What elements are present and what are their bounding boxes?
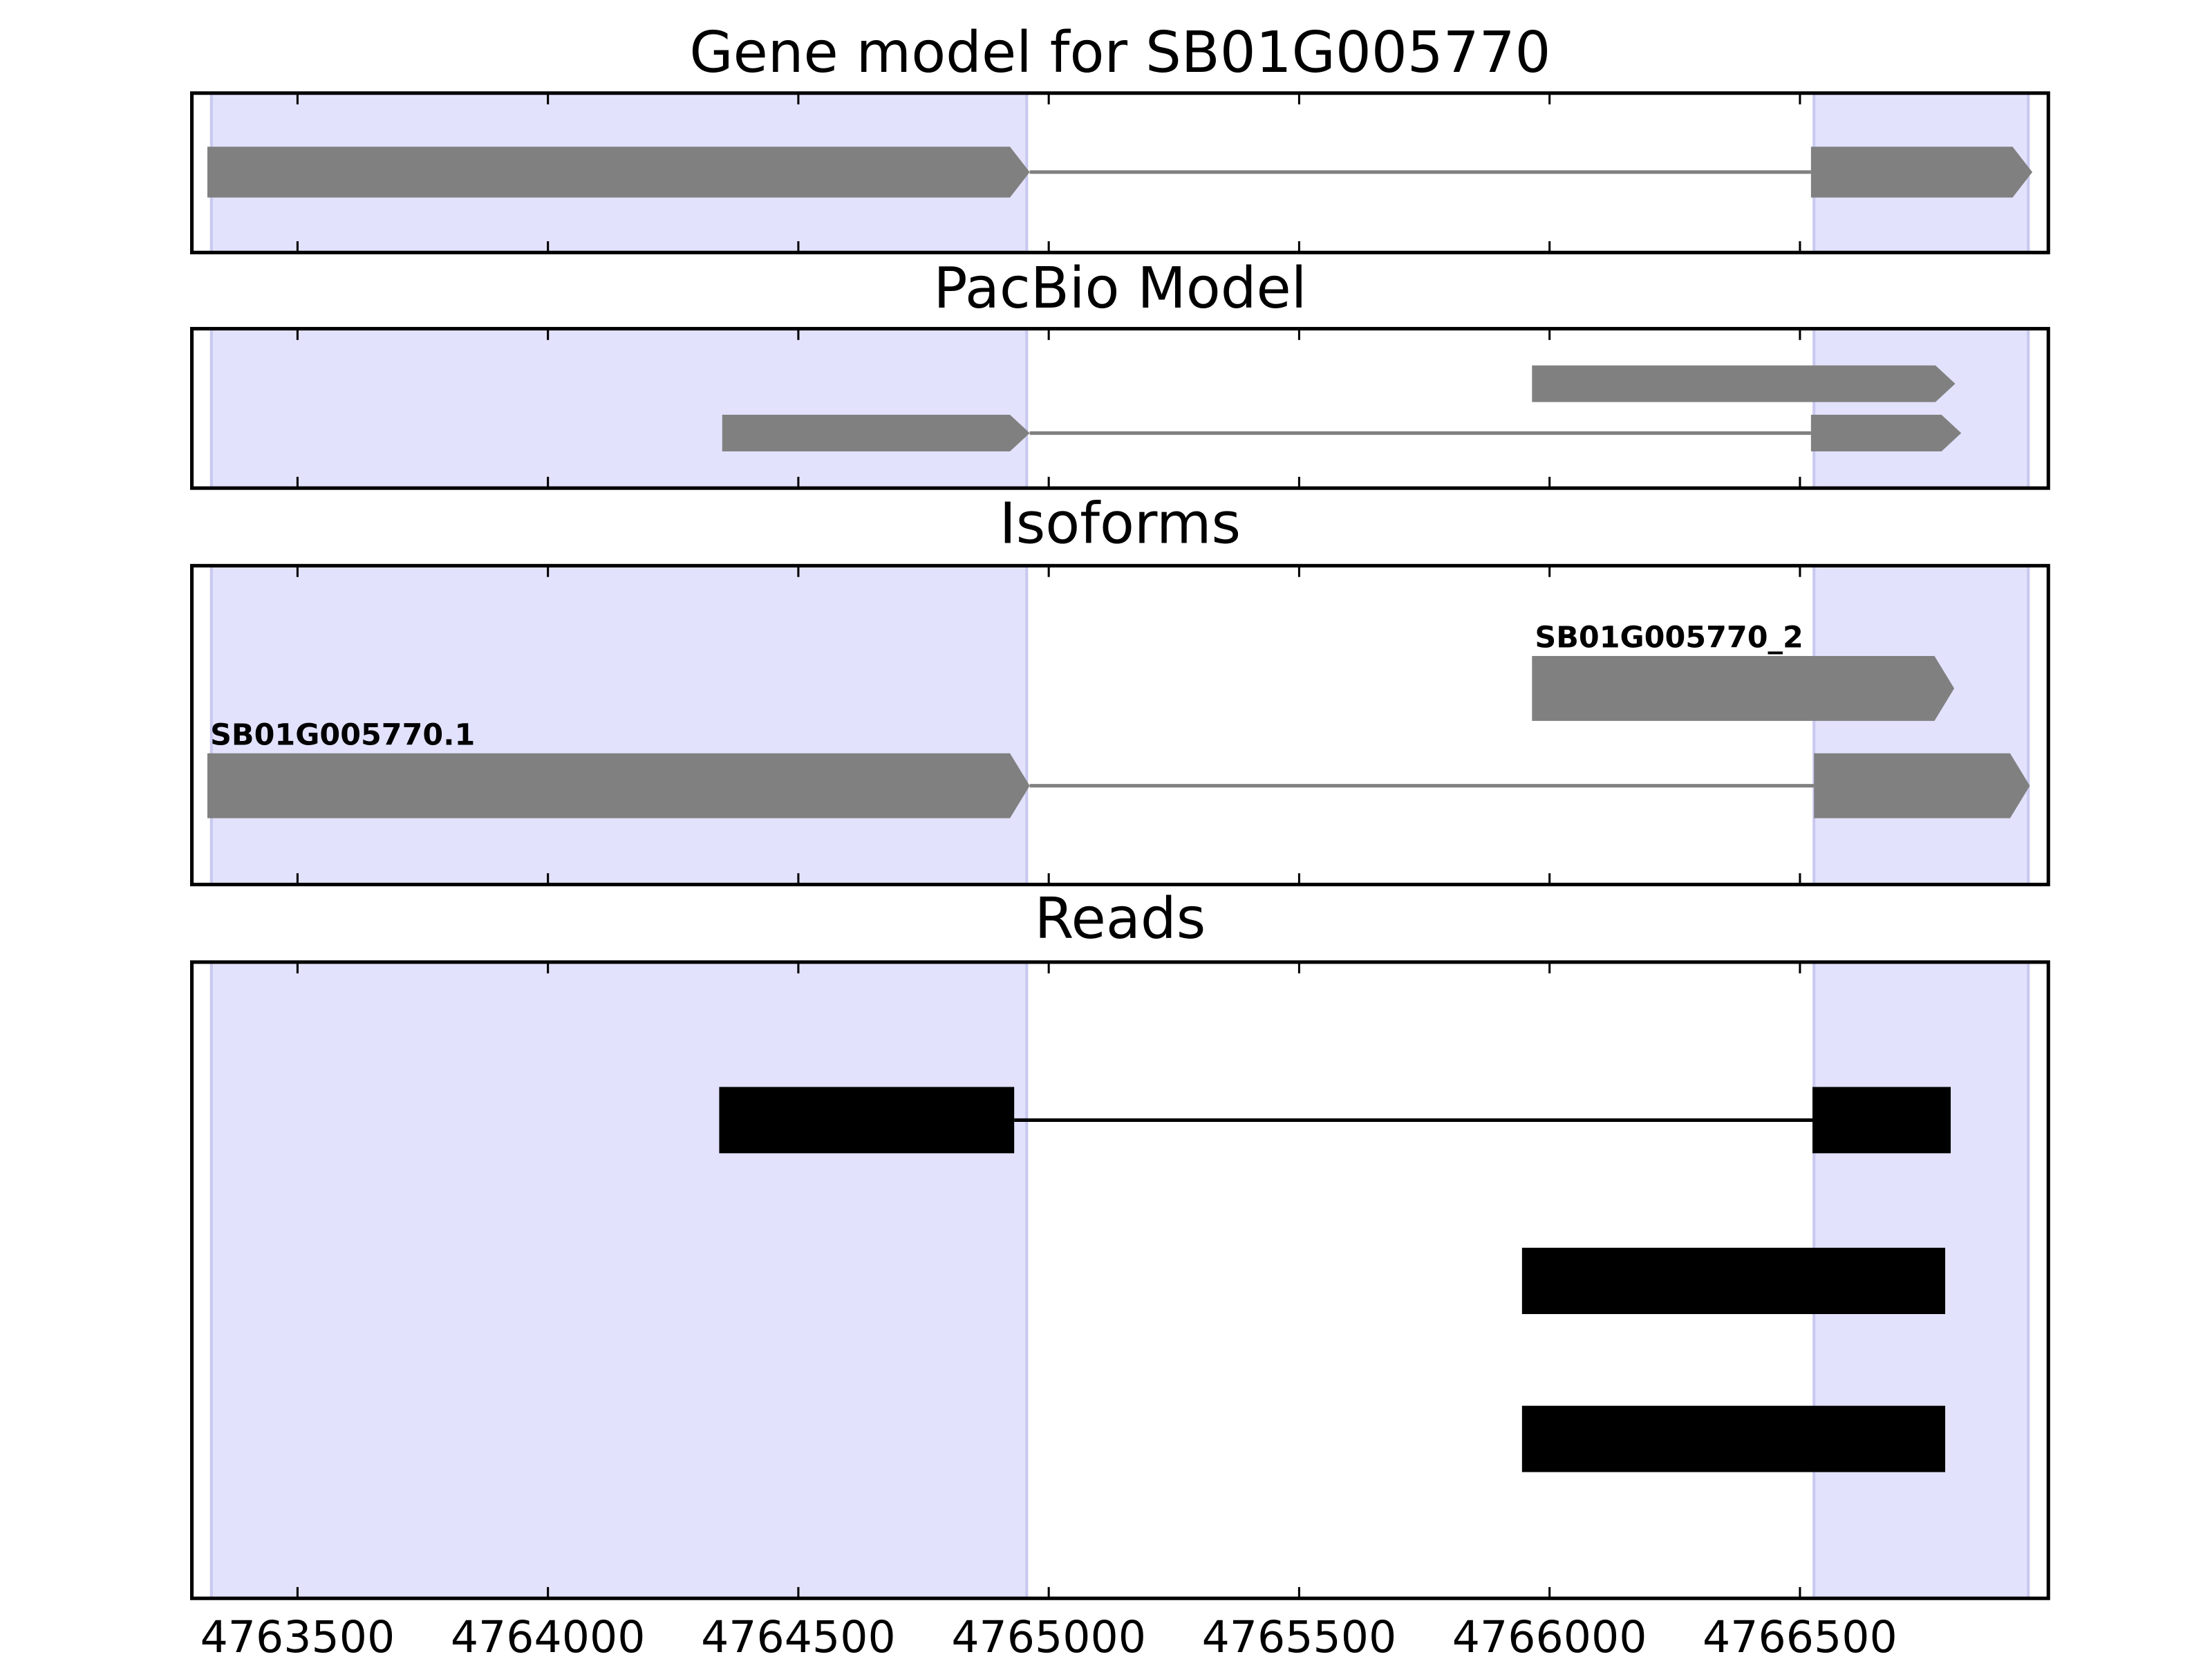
- x-tick-label: 4765500: [1202, 1611, 1397, 1659]
- panel-title: Gene model for SB01G005770: [689, 20, 1550, 86]
- panel-frame: [189, 960, 2050, 1600]
- isoform-label: SB01G005770.1: [210, 718, 475, 753]
- x-tick-label: 4763500: [200, 1611, 395, 1659]
- panel-title: PacBio Model: [933, 256, 1306, 321]
- x-tick-label: 4765000: [951, 1611, 1146, 1659]
- shaded-region: [209, 327, 1029, 490]
- shaded-region: [209, 960, 1029, 1600]
- panel-title: Reads: [1035, 886, 1206, 952]
- exon: [1532, 365, 1956, 402]
- read-block: [1521, 1405, 1946, 1472]
- panel-title: Isoforms: [1000, 491, 1241, 557]
- shaded-region: [1812, 564, 2030, 886]
- isoform-label: SB01G005770_2: [1535, 621, 1803, 655]
- panel-frame: [189, 326, 2050, 490]
- x-tick-label: 4764500: [701, 1611, 896, 1659]
- exon: [1532, 655, 1955, 721]
- exon: [1810, 415, 1962, 452]
- shaded-region: [209, 564, 1029, 886]
- panel-frame: [189, 91, 2050, 254]
- exon: [722, 415, 1030, 452]
- x-tick-label: 4766000: [1452, 1611, 1647, 1659]
- exon: [207, 753, 1030, 818]
- x-tick-label: 4766500: [1703, 1611, 1897, 1659]
- x-tick-label: 4764000: [451, 1611, 646, 1659]
- exon: [207, 147, 1030, 198]
- read-block: [1521, 1248, 1946, 1315]
- exon: [1814, 753, 2030, 818]
- read-block: [1812, 1087, 1951, 1154]
- exon: [1810, 147, 2033, 198]
- panel-frame: [189, 563, 2050, 887]
- read-block: [719, 1087, 1015, 1154]
- shaded-region: [1812, 327, 2030, 490]
